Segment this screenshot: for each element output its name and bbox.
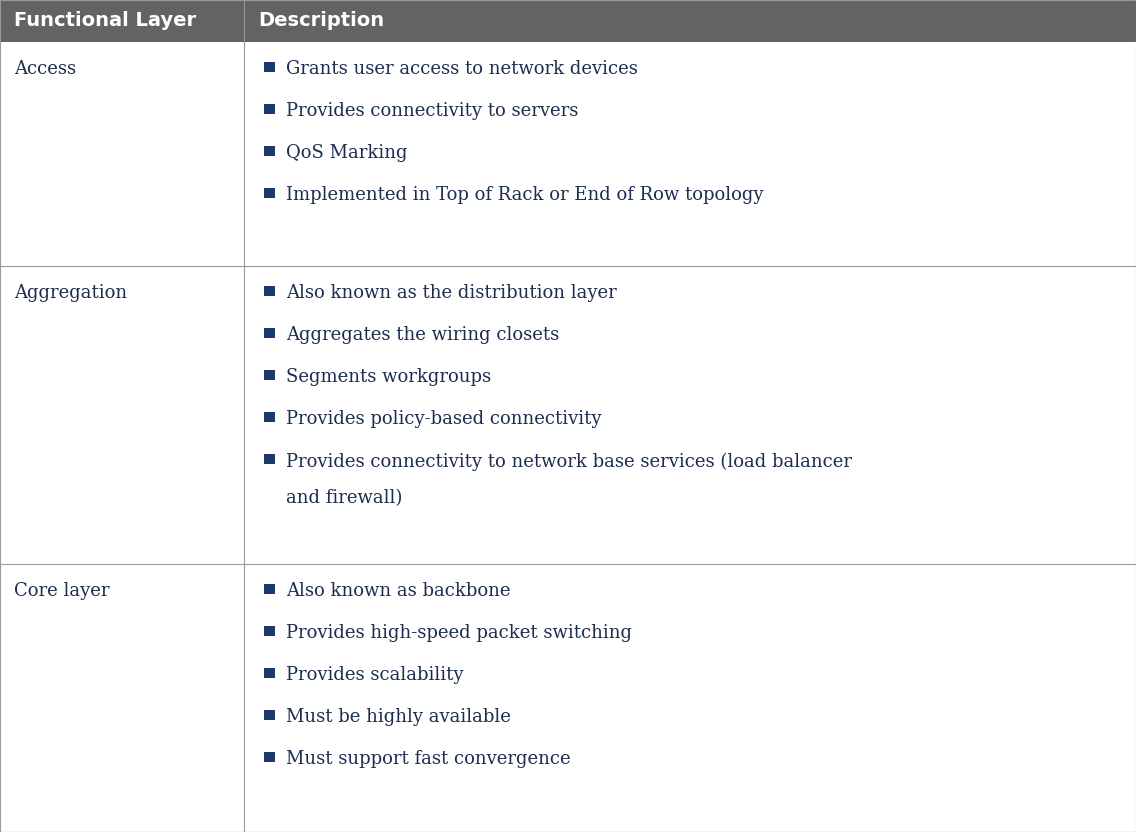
Bar [265, 710, 275, 720]
Bar [265, 626, 275, 636]
Bar [265, 752, 275, 762]
Bar [265, 454, 275, 464]
Text: Also known as the distribution layer: Also known as the distribution layer [286, 285, 617, 303]
Text: Access: Access [14, 60, 76, 78]
Text: Core layer: Core layer [14, 582, 109, 601]
Text: Grants user access to network devices: Grants user access to network devices [286, 60, 638, 78]
Bar [265, 412, 275, 422]
Text: Must support fast convergence: Must support fast convergence [286, 750, 571, 768]
Text: Must be highly available: Must be highly available [286, 708, 511, 726]
Text: Provides policy-based connectivity: Provides policy-based connectivity [286, 410, 602, 428]
Bar [0, 42, 1136, 266]
Bar [265, 187, 275, 197]
Bar [0, 564, 1136, 832]
Text: QoS Marking: QoS Marking [286, 144, 408, 162]
Text: Aggregation: Aggregation [14, 285, 127, 303]
Bar [265, 103, 275, 113]
Text: Implemented in Top of Rack or End of Row topology: Implemented in Top of Rack or End of Row… [286, 186, 763, 204]
Bar [265, 370, 275, 380]
Text: Provides connectivity to servers: Provides connectivity to servers [286, 102, 578, 120]
Text: Segments workgroups: Segments workgroups [286, 369, 492, 387]
Bar [0, 0, 1136, 42]
Text: and firewall): and firewall) [286, 489, 402, 508]
Text: Provides connectivity to network base services (load balancer: Provides connectivity to network base se… [286, 453, 852, 471]
Text: Also known as backbone: Also known as backbone [286, 582, 511, 601]
Text: Description: Description [258, 12, 384, 31]
Text: Provides scalability: Provides scalability [286, 666, 463, 685]
Bar [265, 584, 275, 594]
Bar [265, 668, 275, 678]
Bar [0, 266, 1136, 564]
Bar [265, 62, 275, 72]
Bar [265, 146, 275, 156]
Text: Provides high-speed packet switching: Provides high-speed packet switching [286, 624, 633, 642]
Text: Aggregates the wiring closets: Aggregates the wiring closets [286, 326, 560, 344]
Text: Functional Layer: Functional Layer [14, 12, 195, 31]
Bar [265, 286, 275, 296]
Bar [265, 328, 275, 338]
